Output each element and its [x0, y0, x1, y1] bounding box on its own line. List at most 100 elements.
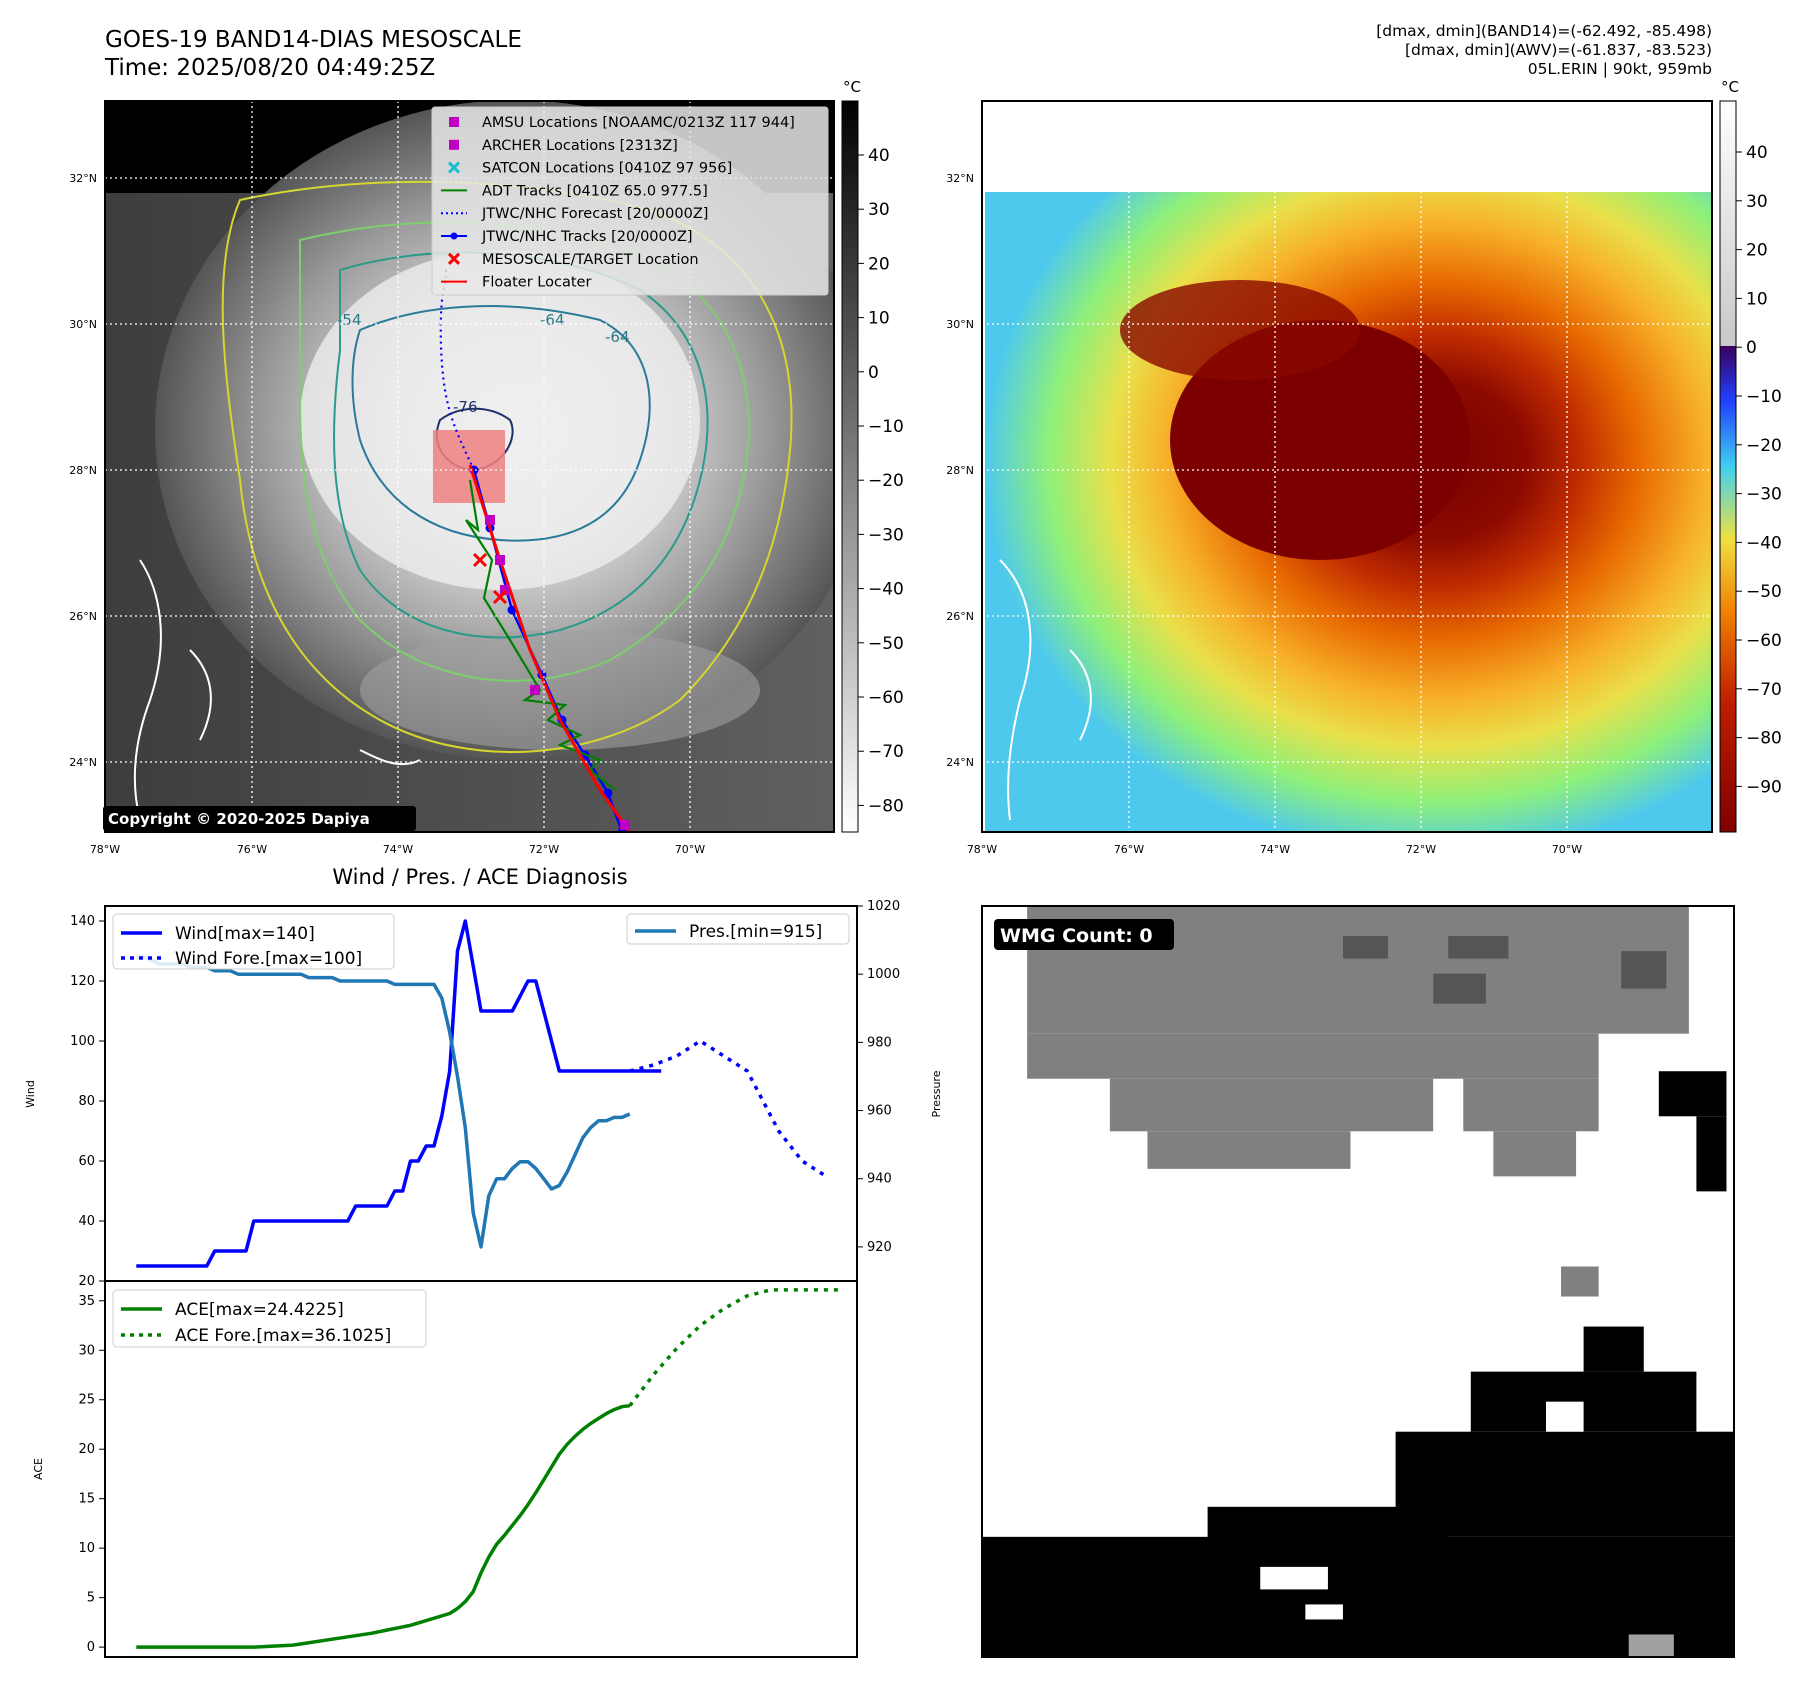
contour-label: -76: [453, 398, 478, 416]
legend-marker: [449, 139, 459, 150]
lon-label: 72°W: [529, 843, 559, 856]
wmg-cell: [1583, 1326, 1644, 1372]
lon-label: 76°W: [1114, 843, 1144, 856]
awv-stats: [dmax, dmin](AWV)=(-61.837, -83.523): [1405, 41, 1712, 59]
diagnosis-title: Wind / Pres. / ACE Diagnosis: [332, 865, 627, 889]
awv-colorbar: °C 40 30 20 10 0 −10 −20 −30 −40 −50 −60 −70 −80 −90: [1719, 78, 1782, 833]
wmg-cell: [1470, 1371, 1697, 1432]
colorbar-tick-label: 20: [1746, 241, 1768, 261]
y-tick-label: 140: [70, 914, 95, 929]
legend-marker: [450, 232, 458, 240]
legend-label: AMSU Locations [NOAAMC/0213Z 117 944]: [482, 115, 795, 131]
legend-label: ARCHER Locations [2313Z]: [482, 138, 678, 154]
y-tick-label: 20: [78, 1274, 95, 1289]
lon-label: 70°W: [1552, 843, 1582, 856]
best-track-point: [603, 788, 613, 798]
colorbar-tick-label: −40: [868, 580, 904, 600]
colorbar-tick-label: −80: [868, 796, 904, 816]
legend-label: MESOSCALE/TARGET Location: [482, 252, 699, 268]
wind-pressure-panel: Wind / Pres. / ACE Diagnosis 20 40 60 80 100…: [24, 865, 943, 1289]
legend-ace: ACE[max=24.4225]: [175, 1300, 344, 1320]
colorbar-tick-label: −10: [1746, 387, 1782, 407]
awv-map-frame: [981, 100, 1713, 833]
wmg-cell: [1448, 936, 1509, 959]
y2-tick-label: 1020: [867, 899, 900, 914]
colorbar-tick-label: 10: [1746, 289, 1768, 309]
pressure-axis-label: Pressure: [930, 1070, 943, 1117]
wmg-count: WMG Count: 0: [1000, 925, 1153, 947]
lat-label: 32°N: [946, 172, 974, 185]
y-tick-label: 20: [78, 1442, 95, 1457]
series-line: [136, 955, 631, 1249]
target-marker: [472, 552, 488, 568]
adt-track: [465, 479, 616, 791]
awv-map-panel: 32°N 30°N 28°N 26°N 24°N 78°W 76°W 74°W 72°W 70°W…: [946, 78, 1782, 856]
ir-colorbar: °C 40 30 20 10 0 −10 −20 −30 −40 −50 −60 −70 −80: [841, 78, 904, 833]
colorbar-tick-label: 40: [868, 146, 890, 166]
awv-map-image: [982, 101, 1712, 832]
wmg-badge: [994, 919, 1174, 950]
wmg-cell: [1109, 1078, 1434, 1132]
lat-label: 32°N: [69, 172, 97, 185]
y-tick-label: 35: [78, 1294, 95, 1309]
wmg-cell: [1027, 1033, 1599, 1079]
lat-label: 24°N: [69, 756, 97, 769]
wmg-cell: [1493, 1131, 1577, 1177]
wmg-cell: [1546, 1401, 1584, 1432]
y2-tick-label: 940: [867, 1172, 892, 1187]
lat-label: 26°N: [69, 610, 97, 623]
legend-ace-fore: ACE Fore.[max=36.1025]: [175, 1326, 391, 1346]
y2-tick-label: 920: [867, 1240, 892, 1255]
colorbar-tick-label: −70: [868, 742, 904, 762]
y-tick-label: 15: [78, 1492, 95, 1507]
lon-label: 70°W: [675, 843, 705, 856]
legend-label: ADT Tracks [0410Z 65.0 977.5]: [482, 183, 708, 199]
amsu-point: [620, 820, 630, 830]
legend-marker: [447, 252, 461, 265]
wmg-cell: [1463, 1078, 1599, 1132]
figure-title: GOES-19 BAND14-DIAS MESOSCALE: [105, 27, 522, 53]
lon-label: 76°W: [237, 843, 267, 856]
target-marker: [492, 589, 508, 605]
band14-stats: [dmax, dmin](BAND14)=(-62.492, -85.498): [1376, 22, 1712, 40]
colorbar-tick-label: 40: [1746, 143, 1768, 163]
amsu-point: [530, 685, 540, 695]
colorbar-tick-label: −60: [868, 688, 904, 708]
series-line: [136, 1403, 631, 1649]
y-tick-label: 80: [78, 1094, 95, 1109]
wind-legend: Wind[max=140] Wind Fore.[max=100]: [112, 913, 395, 970]
colorbar-tick-label: −30: [868, 525, 904, 545]
y-tick-label: 10: [78, 1541, 95, 1556]
colorbar-tick-label: 0: [1746, 338, 1757, 358]
legend-wind: Wind[max=140]: [175, 924, 315, 944]
y-tick-label: 25: [78, 1393, 95, 1408]
wmg-cell: [1260, 1566, 1328, 1590]
pressure-legend: Pres.[min=915]: [626, 913, 850, 945]
y2-tick-label: 960: [867, 1104, 892, 1119]
y-tick-label: 30: [78, 1343, 95, 1358]
header-title-block: GOES-19 BAND14-DIAS MESOSCALE Time: 2025…: [105, 26, 522, 82]
y-tick-label: 100: [70, 1034, 95, 1049]
contour-label: -54: [337, 311, 362, 329]
ace-legend: ACE[max=24.4225] ACE Fore.[max=36.1025]: [112, 1289, 427, 1348]
lon-label: 74°W: [383, 843, 413, 856]
y-tick-label: 5: [87, 1591, 95, 1606]
colorbar-tick-label: −30: [1746, 485, 1782, 505]
colorbar-tick-label: −20: [868, 471, 904, 491]
legend-pres: Pres.[min=915]: [689, 922, 822, 942]
wmg-cell: [1658, 1071, 1727, 1117]
lat-label: 30°N: [69, 318, 97, 331]
ir-map-frame: [104, 100, 835, 833]
y2-tick-label: 980: [867, 1035, 892, 1050]
storm-info: 05L.ERIN | 90kt, 959mb: [1527, 60, 1712, 78]
colorbar-tick-label: 30: [868, 200, 890, 220]
colorbar-tick-label: −70: [1746, 680, 1782, 700]
wmg-cell: [1305, 1604, 1343, 1620]
lon-label: 78°W: [967, 843, 997, 856]
wmg-cell: [1561, 1266, 1599, 1297]
ace-axis-label: ACE: [32, 1458, 45, 1480]
wind-axis-label: Wind: [24, 1080, 37, 1108]
wmg-cell: [1147, 1131, 1351, 1169]
colorbar-tick-label: 20: [868, 254, 890, 274]
